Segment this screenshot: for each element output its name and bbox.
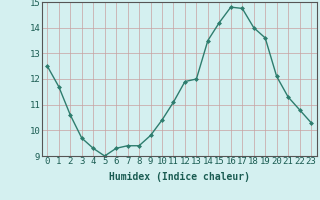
- X-axis label: Humidex (Indice chaleur): Humidex (Indice chaleur): [109, 172, 250, 182]
